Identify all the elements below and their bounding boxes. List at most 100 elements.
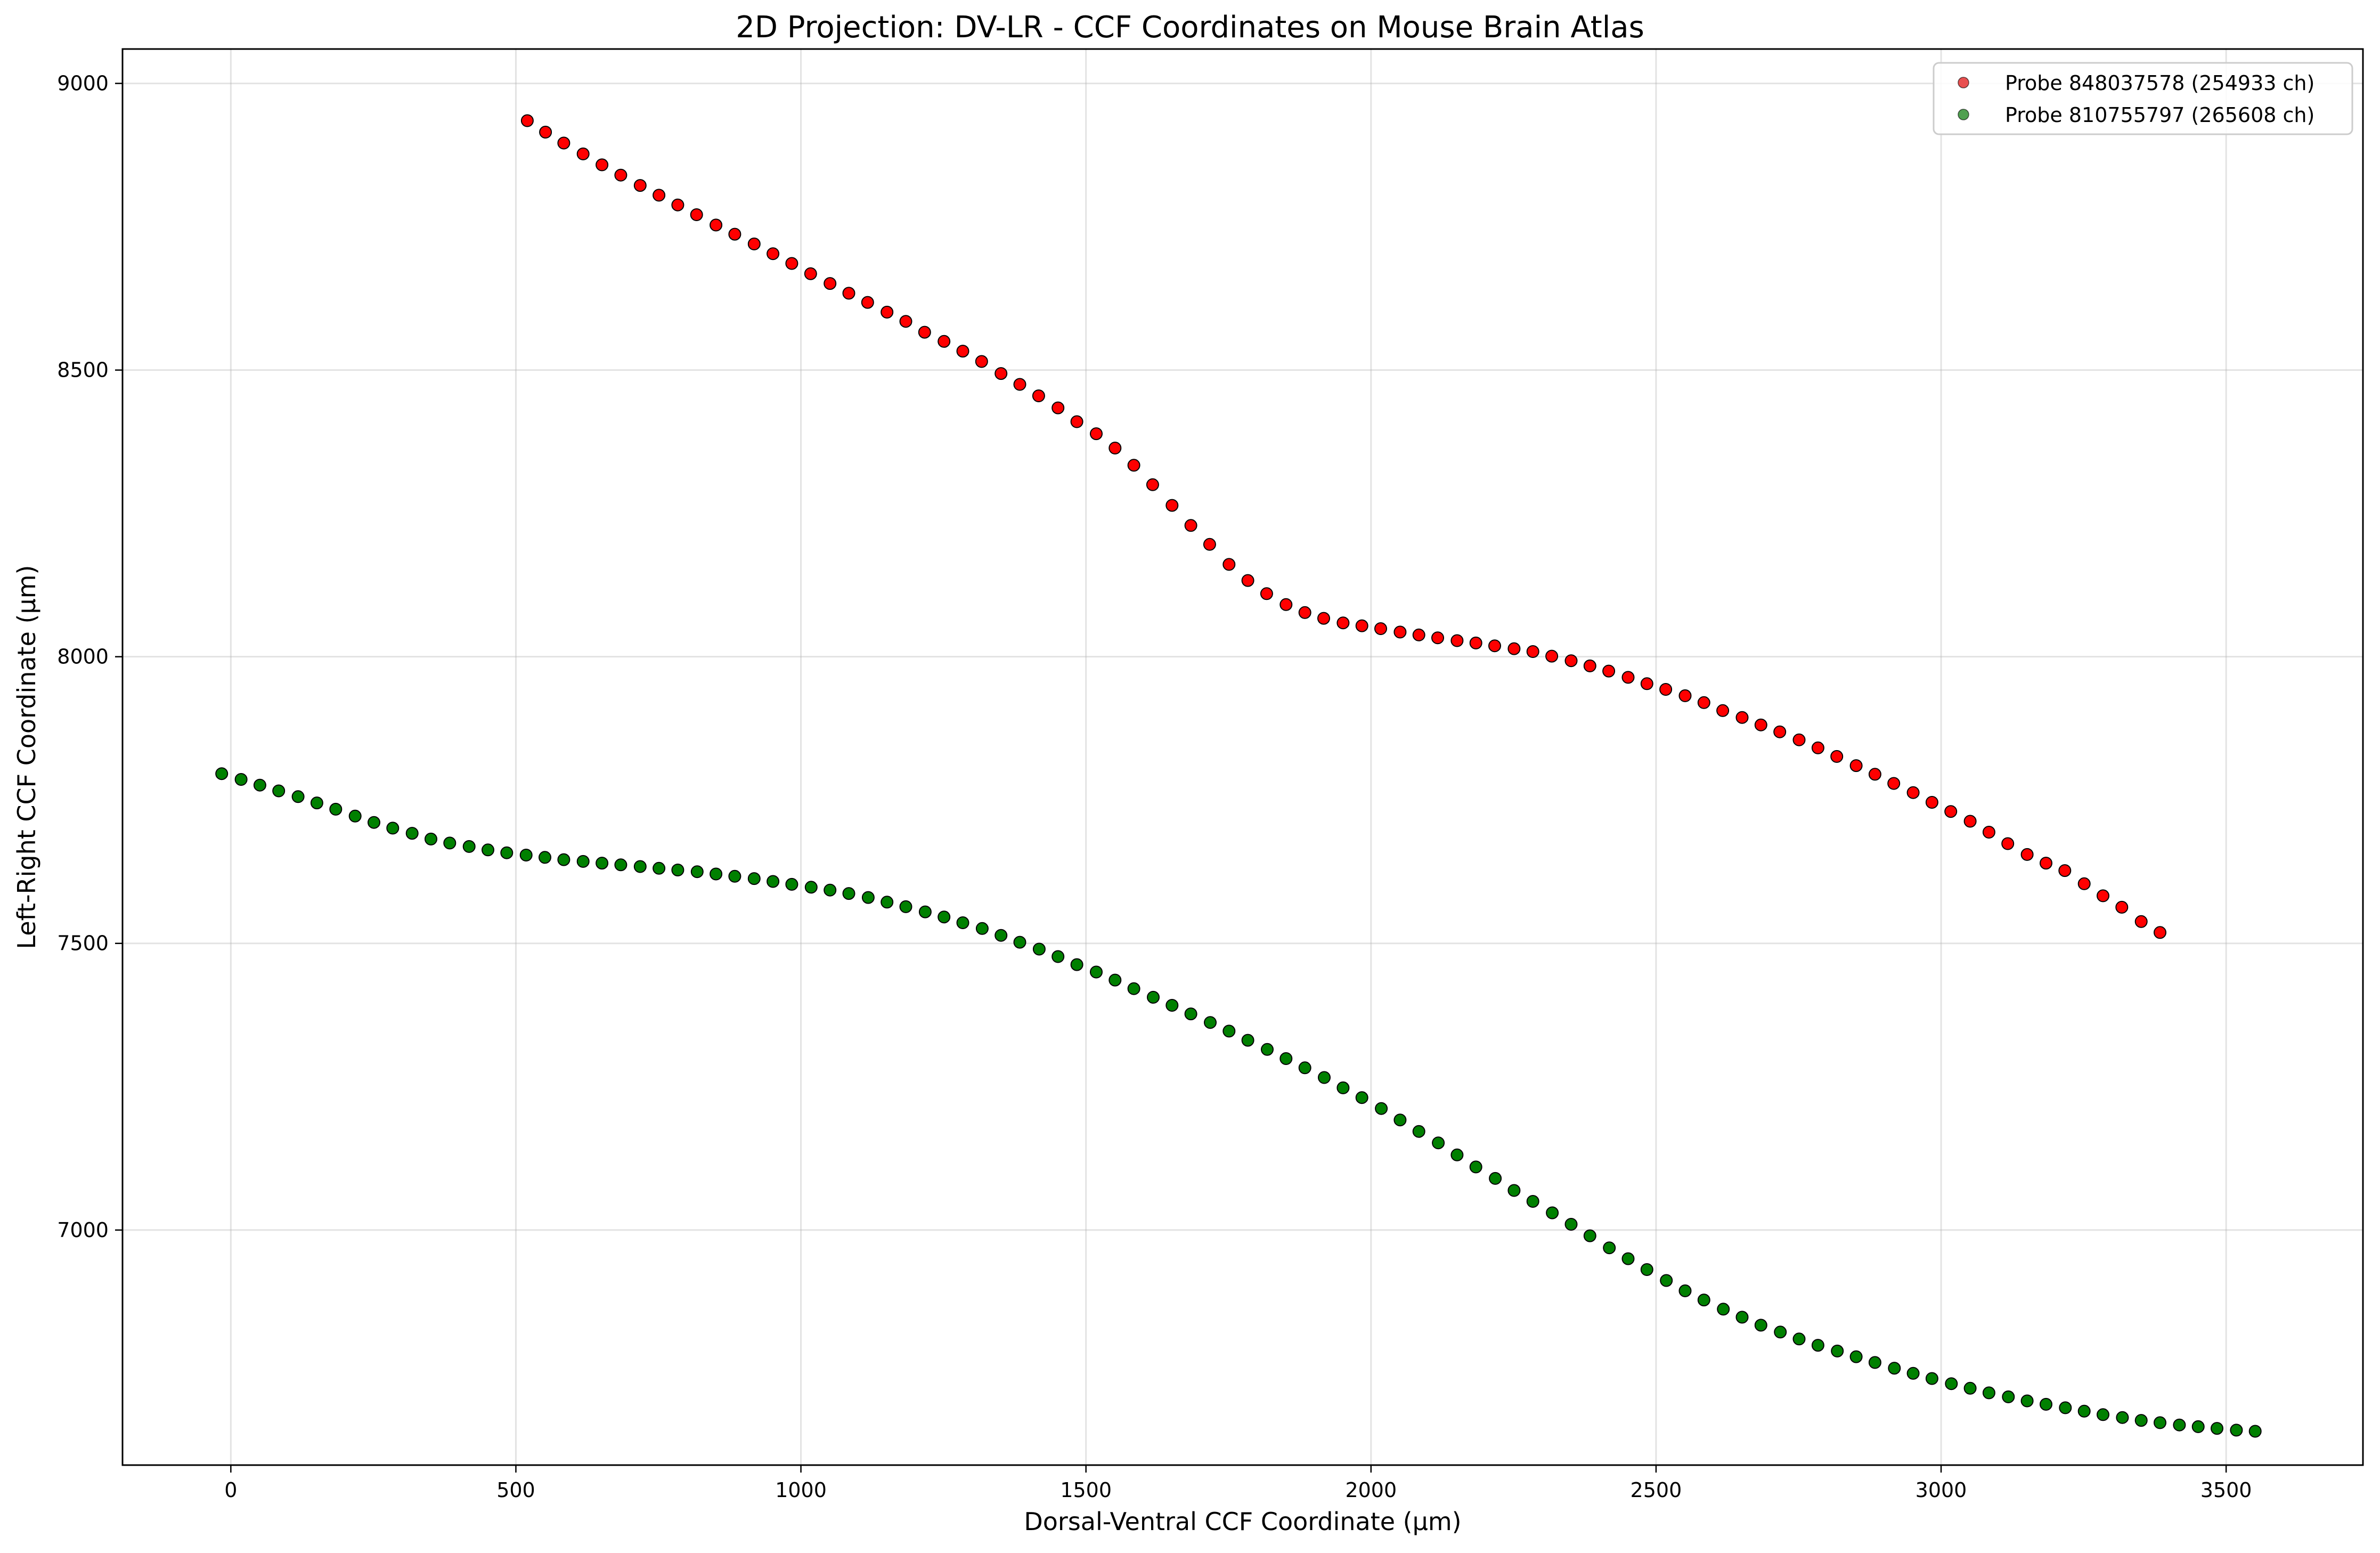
data-point — [747, 237, 761, 250]
data-point — [482, 843, 494, 857]
data-point — [1355, 1091, 1368, 1104]
data-point — [253, 778, 266, 792]
x-tick-label: 1500 — [1060, 1478, 1112, 1502]
data-point — [1963, 1381, 1977, 1395]
data-point — [1090, 427, 1103, 441]
data-point — [1013, 936, 1026, 949]
data-point — [881, 305, 894, 319]
data-point — [425, 832, 437, 845]
data-point — [1603, 1241, 1616, 1255]
data-point — [899, 315, 912, 328]
data-point — [1774, 1326, 1787, 1339]
data-point — [2097, 1408, 2109, 1421]
data-point — [1489, 1172, 1502, 1185]
legend: Probe 848037578 (254933 ch) Probe 810755… — [1933, 62, 2353, 135]
data-point — [1032, 389, 1045, 402]
data-point — [1127, 982, 1140, 995]
data-point — [234, 773, 248, 786]
data-point — [1849, 1350, 1863, 1363]
data-point — [1450, 1148, 1464, 1161]
data-point — [1735, 1311, 1749, 1324]
data-point — [1678, 1284, 1692, 1297]
data-point — [1469, 1160, 1482, 1174]
data-point — [2191, 1420, 2205, 1433]
data-point — [1925, 1372, 1938, 1385]
data-point — [1070, 415, 1083, 428]
series-1-points — [520, 114, 2166, 939]
data-point — [956, 916, 969, 929]
data-point — [2058, 864, 2072, 877]
data-point — [1260, 587, 1273, 600]
y-tick-label: 7500 — [57, 932, 109, 955]
data-point — [1583, 1229, 1596, 1242]
data-point — [1374, 622, 1387, 635]
data-point — [1792, 733, 1806, 746]
data-point — [368, 816, 380, 829]
data-point — [596, 857, 609, 870]
data-points — [215, 114, 2262, 1438]
data-point — [881, 896, 894, 909]
data-point — [1564, 1218, 1578, 1231]
data-point — [2248, 1425, 2262, 1438]
x-tick-label: 500 — [496, 1478, 535, 1502]
series-2-points — [215, 767, 2262, 1438]
data-point — [614, 168, 627, 182]
data-point — [1298, 606, 1311, 619]
data-point — [710, 867, 723, 881]
data-point — [1127, 459, 1140, 472]
data-point — [861, 296, 874, 309]
data-point — [215, 767, 229, 780]
data-point — [633, 179, 647, 192]
chart-title: 2D Projection: DV-LR - CCF Coordinates o… — [736, 10, 1644, 45]
data-point — [1469, 636, 1482, 649]
data-point — [1165, 999, 1179, 1012]
data-point — [1393, 625, 1407, 639]
data-point — [1261, 1043, 1274, 1056]
data-point — [653, 189, 666, 202]
legend-marker-probe-848037578 — [1958, 77, 1969, 88]
data-point — [1393, 1113, 1407, 1127]
legend-marker-probe-810755797 — [1958, 109, 1969, 120]
data-point — [2001, 837, 2015, 850]
data-point — [557, 853, 570, 866]
data-point — [1640, 1263, 1653, 1276]
data-point — [272, 784, 286, 798]
data-point — [1412, 1125, 1425, 1138]
data-point — [767, 875, 780, 888]
data-point — [842, 887, 855, 900]
data-point — [386, 822, 400, 835]
y-tick-label: 8000 — [57, 645, 109, 669]
data-point — [690, 208, 703, 221]
data-point — [2020, 848, 2034, 861]
x-tick-label: 1000 — [775, 1478, 827, 1502]
data-point — [1982, 1386, 1995, 1400]
data-point — [824, 883, 837, 897]
data-point — [1887, 777, 1901, 790]
data-point — [1546, 1206, 1559, 1219]
x-tick-label: 0 — [224, 1478, 237, 1502]
data-point — [1432, 1136, 1445, 1150]
data-point — [975, 922, 989, 935]
data-point — [1963, 815, 1977, 828]
data-point — [2154, 926, 2166, 939]
data-point — [995, 929, 1008, 942]
data-point — [671, 864, 684, 876]
x-tick-label: 2000 — [1345, 1478, 1397, 1502]
data-point — [1109, 442, 1122, 454]
data-point — [310, 796, 323, 810]
data-point — [1165, 499, 1179, 512]
data-point — [1697, 1294, 1710, 1307]
data-point — [1241, 1034, 1254, 1047]
data-point — [2115, 900, 2129, 914]
data-point — [767, 247, 780, 261]
data-point — [2040, 1397, 2052, 1411]
axis-ticks: 0 500 1000 1500 2000 2500 3000 3500 7000 7500 8000… — [57, 72, 2252, 1502]
data-point — [1831, 1344, 1844, 1357]
data-point — [1146, 478, 1159, 491]
data-point — [1545, 649, 1559, 663]
data-point — [1888, 1362, 1901, 1375]
data-point — [785, 257, 798, 270]
data-point — [747, 872, 761, 885]
data-point — [1583, 659, 1596, 672]
data-point — [1811, 1339, 1824, 1352]
